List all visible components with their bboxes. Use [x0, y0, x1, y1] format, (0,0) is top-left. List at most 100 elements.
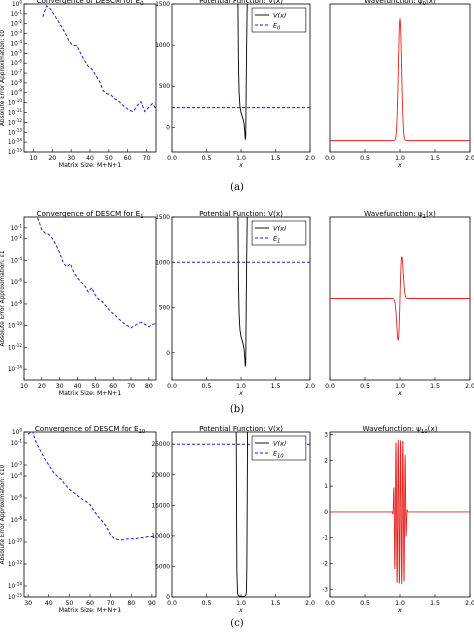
panel-title: Convergence of DESCM for E1 [36, 209, 143, 220]
panel-title: Potential Function: V(x) [199, 0, 283, 5]
potential-line [237, 217, 248, 367]
axes-frame [23, 3, 157, 153]
panel-title: Convergence of DESCM for E0 [36, 0, 143, 7]
x-axis-label: x [397, 607, 402, 614]
x-tick-label: 70 [143, 155, 151, 162]
x-tick-label: 2.0 [465, 600, 474, 607]
y-tick-label: 1500 [155, 215, 170, 221]
x-axis-label: x [397, 162, 402, 169]
x-tick-label: 20 [48, 155, 56, 162]
y-tick-label: 2 [324, 458, 328, 464]
x-tick-label: 1.0 [395, 383, 405, 390]
y-tick-label: 10-14 [8, 581, 23, 590]
y-tick-label: 10-7 [10, 68, 22, 77]
panel-title: Wavefunction: ψ10(x) [362, 424, 437, 435]
y-tick-label: 10-1 [10, 9, 22, 18]
y-axis-label: Absolute Error Approximation: ε10 [0, 464, 6, 564]
y-tick-label: 10-10 [8, 321, 23, 330]
panel-r1-c0: Convergence of DESCM for E1 10 20 30 40 50 60 7… [0, 209, 157, 397]
y-tick-label: -2 [322, 561, 328, 567]
convergence-line [42, 5, 156, 113]
y-tick-label: -3 [322, 587, 328, 593]
x-tick-label: 50 [65, 600, 73, 607]
x-tick-label: 2.0 [465, 383, 474, 390]
legend-label-energy: E1 [273, 235, 280, 245]
x-tick-label: 10 [29, 155, 37, 162]
x-tick-label: 70 [127, 383, 135, 390]
plot-area [172, 4, 310, 140]
plot-area [36, 217, 156, 329]
y-tick-label: 10-4 [10, 39, 22, 48]
plot-area [330, 17, 470, 142]
x-tick-label: 1.5 [430, 383, 440, 390]
x-tick-label: 1.5 [271, 383, 281, 390]
plot-area [330, 439, 470, 585]
y-tick-label: 10-14 [8, 365, 23, 374]
wavefunction-line [330, 17, 470, 142]
y-tick-label: 10-12 [8, 559, 23, 568]
panel-r0-c0: Convergence of DESCM for E0 10 20 30 40 50 60 7… [0, 0, 157, 169]
legend-box [251, 435, 307, 461]
y-tick-label: 10-15 [8, 592, 23, 601]
x-tick-label: 0.0 [167, 155, 177, 162]
x-axis-label: Matrix Size: M+N+1 [59, 162, 122, 169]
x-tick-label: 20 [38, 383, 46, 390]
potential-line [237, 4, 248, 140]
legend-label-potential: V(x) [273, 440, 286, 448]
x-tick-label: 1.5 [271, 600, 281, 607]
panel-r2-c0: Convergence of DESCM for E10 30 40 50 60 70 80… [0, 424, 157, 614]
subfigure-label: (a) [230, 182, 244, 193]
y-axis-label: Absolute Error Approximation: ε1 [0, 250, 6, 346]
y-tick-label: 10-12 [8, 118, 23, 127]
x-tick-label: 0.5 [202, 155, 212, 162]
y-tick-label: 15000 [152, 503, 171, 509]
legend-label-energy: E10 [273, 450, 283, 460]
x-tick-label: 1.0 [395, 155, 405, 162]
panel-title: Convergence of DESCM for E10 [35, 424, 145, 435]
subfigure-label: (c) [230, 618, 244, 629]
y-tick-label: 10-6 [10, 278, 22, 287]
y-tick-label: 1 [324, 484, 328, 490]
y-tick-label: 10-2 [10, 234, 22, 243]
x-axis-label: Matrix Size: M+N+1 [59, 390, 122, 397]
panel-r1-c2: Wavefunction: ψ1(x) 0.0 0.5 1.0 1.5 2.0 x [325, 209, 474, 397]
x-tick-label: 30 [56, 383, 64, 390]
y-tick-label: 10-11 [8, 108, 23, 117]
convergence-line [36, 217, 156, 329]
x-tick-label: 0.0 [325, 155, 335, 162]
x-tick-label: 0.0 [325, 600, 335, 607]
y-tick-label: 100 [12, 0, 22, 8]
y-tick-label: 10-4 [10, 471, 22, 480]
plot-area [42, 5, 156, 113]
legend-box [251, 7, 307, 33]
y-tick-label: 1000 [155, 43, 170, 49]
y-tick-label: 10-13 [8, 128, 23, 137]
panel-r0-c1: Potential Function: V(x) 0.0 0.5 1.0 1.5 2.0 x… [155, 0, 315, 169]
y-tick-label: -1 [322, 536, 328, 542]
panel-title: Wavefunction: ψ0(x) [364, 0, 436, 7]
y-tick-label: 500 [159, 84, 170, 90]
y-tick-label: 10-10 [8, 537, 23, 546]
y-tick-label: 10-6 [10, 59, 22, 68]
y-tick-label: 10-14 [8, 138, 23, 147]
legend-label-potential: V(x) [273, 12, 286, 20]
y-axis-label: Absolute Error Approximation: ε0 [0, 30, 6, 126]
x-tick-label: 0.0 [325, 383, 335, 390]
x-tick-label: 2.0 [305, 383, 315, 390]
x-tick-label: 2.0 [465, 155, 474, 162]
y-tick-label: 10-2 [10, 19, 22, 28]
x-tick-label: 1.0 [236, 155, 246, 162]
x-axis-label: Matrix Size: M+N+1 [59, 607, 122, 614]
y-tick-label: 100 [12, 427, 22, 436]
y-tick-label: 0 [166, 351, 170, 357]
x-axis-label: x [238, 162, 243, 169]
x-tick-label: 60 [109, 383, 117, 390]
y-tick-label: 20000 [152, 473, 171, 479]
x-tick-label: 0.0 [167, 383, 177, 390]
x-axis-label: x [238, 607, 243, 614]
x-tick-label: 40 [86, 155, 94, 162]
x-tick-label: 60 [124, 155, 132, 162]
x-tick-label: 80 [127, 600, 135, 607]
y-tick-label: 10-12 [8, 343, 23, 352]
